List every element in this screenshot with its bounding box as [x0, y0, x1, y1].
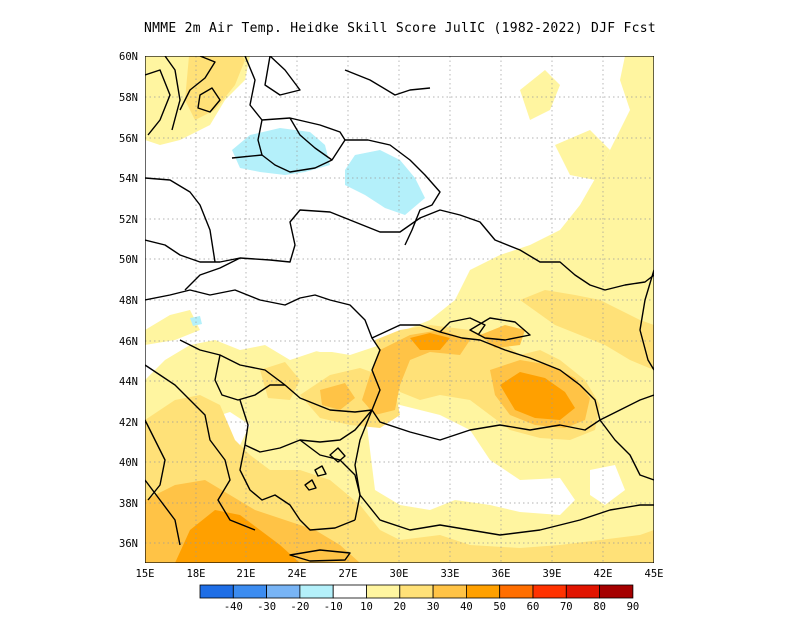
graticule [145, 56, 654, 563]
colorbar-swatch [366, 584, 401, 599]
lon-label: 39E [543, 568, 562, 580]
lat-label: 36N [119, 538, 138, 550]
colorbar-label: -10 [324, 601, 343, 613]
coastlines-borders [145, 56, 654, 562]
colorbar-swatch [199, 584, 234, 599]
colorbar-label: 70 [560, 601, 573, 613]
colorbar-label: 60 [527, 601, 540, 613]
lon-label: 24E [288, 568, 307, 580]
colorbar-swatch [299, 584, 334, 599]
lat-label: 60N [119, 51, 138, 63]
colorbar-label: 50 [493, 601, 506, 613]
colorbar-swatch [432, 584, 467, 599]
colorbar-swatch [232, 584, 268, 599]
lon-label: 30E [390, 568, 409, 580]
colorbar-swatch [266, 584, 301, 599]
lat-label: 52N [119, 214, 138, 226]
lat-label: 46N [119, 336, 138, 348]
lat-label: 56N [119, 133, 138, 145]
colorbar-label: -40 [224, 601, 243, 613]
lon-label: 15E [136, 568, 155, 580]
map-title: NMME 2m Air Temp. Heidke Skill Score Jul… [144, 21, 656, 36]
colorbar-swatch [465, 584, 501, 599]
colorbar-label: 10 [360, 601, 373, 613]
colorbar-label: 40 [460, 601, 473, 613]
shaded-fields [145, 56, 654, 563]
colorbar-label: 30 [427, 601, 440, 613]
lon-axis: 15E 18E 21E 24E 27E 30E 33E 36E 39E 42E … [136, 568, 664, 580]
lon-label: 21E [237, 568, 256, 580]
colorbar-label: 90 [627, 601, 640, 613]
lat-label: 42N [119, 417, 138, 429]
lat-label: 48N [119, 295, 138, 307]
lon-label: 42E [594, 568, 613, 580]
colorbar-swatch [399, 584, 434, 599]
lat-label: 50N [119, 254, 138, 266]
colorbar-label: 20 [393, 601, 406, 613]
lat-label: 44N [119, 376, 138, 388]
lat-label: 38N [119, 498, 138, 510]
lon-label: 33E [441, 568, 460, 580]
lon-label: 36E [492, 568, 511, 580]
field-10-20 [145, 70, 654, 563]
lat-label: 58N [119, 92, 138, 104]
lat-label: 54N [119, 173, 138, 185]
colorbar-label: -30 [257, 601, 276, 613]
lon-label: 45E [645, 568, 664, 580]
colorbar-swatch [499, 584, 534, 599]
colorbar-label: -20 [290, 601, 309, 613]
field-40-50 [175, 510, 300, 563]
colorbar-swatch [532, 584, 567, 599]
colorbar-label: 80 [593, 601, 606, 613]
lon-label: 18E [187, 568, 206, 580]
colorbar: -40 -30 -20 -10 10 20 30 40 50 60 70 80 90 [199, 584, 640, 613]
colorbar-swatch [565, 584, 600, 599]
colorbar-swatch [332, 584, 367, 599]
lon-label: 27E [339, 568, 358, 580]
colorbar-swatch [599, 584, 634, 599]
lat-axis: 60N 58N 56N 54N 52N 50N 48N 46N 44N 42N … [119, 51, 138, 550]
lat-label: 40N [119, 457, 138, 469]
